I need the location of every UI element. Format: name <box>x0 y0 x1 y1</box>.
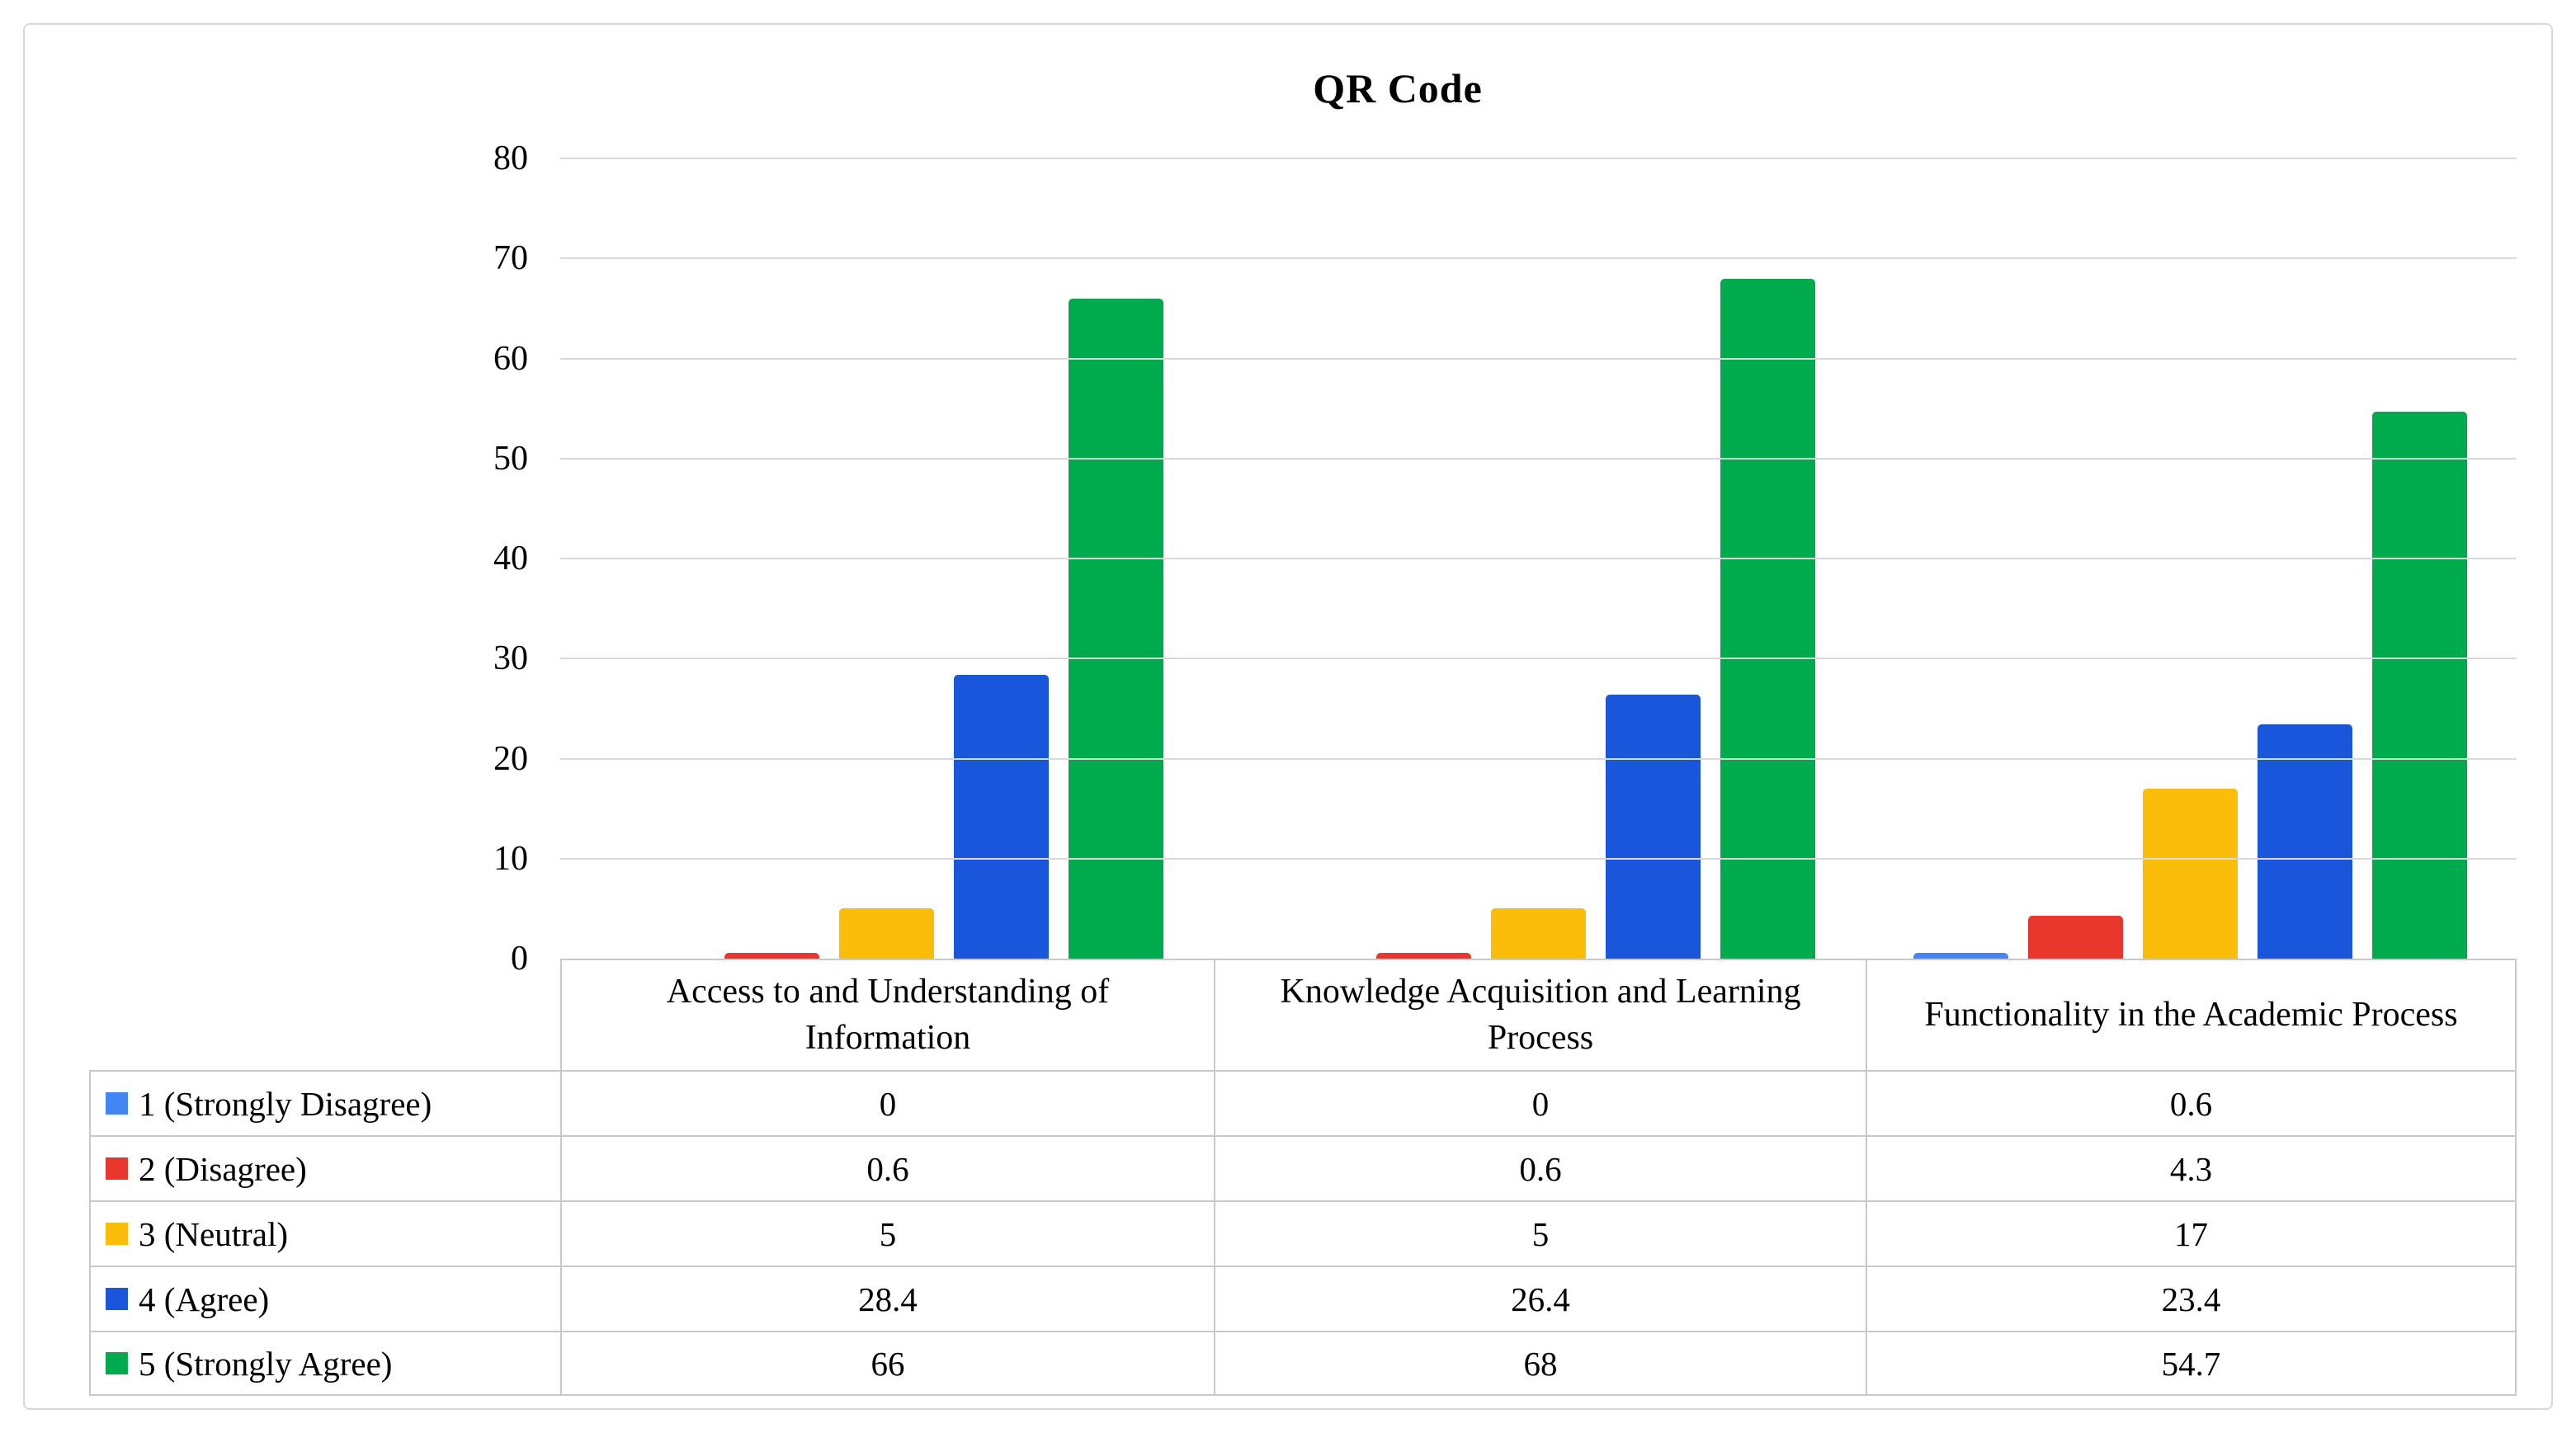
bar-s5-c2 <box>1720 278 1815 959</box>
value-cell-s4-c2: 26.4 <box>1214 1266 1866 1331</box>
bar-s5-c1 <box>1068 298 1163 959</box>
y-tick-label-50: 50 <box>493 439 528 478</box>
legend-cell-s4: 4 (Agree) <box>89 1266 560 1331</box>
table-corner-cell <box>89 959 560 1070</box>
legend-swatch-s5 <box>106 1352 128 1374</box>
plot-area <box>560 158 2517 959</box>
bar-group-c1 <box>560 158 1212 959</box>
legend-swatch-s1 <box>106 1092 128 1115</box>
gridline-60 <box>560 357 2517 360</box>
legend-swatch-s3 <box>106 1223 128 1245</box>
value-cell-s1-c1: 0 <box>560 1070 1214 1135</box>
chart-frame: QR Code 0 10 20 30 40 50 60 70 80 Access to and … <box>23 23 2553 1410</box>
legend-label-s2: 2 (Disagree) <box>139 1149 307 1188</box>
legend-label-s5: 5 (Strongly Agree) <box>139 1344 393 1383</box>
value-cell-s1-c2: 0 <box>1214 1070 1866 1135</box>
y-tick-label-60: 60 <box>493 339 528 378</box>
legend-cell-s5: 5 (Strongly Agree) <box>89 1331 560 1396</box>
gridline-30 <box>560 658 2517 660</box>
bar-group-c2 <box>1212 158 1864 959</box>
y-tick-label-70: 70 <box>493 239 528 278</box>
legend-swatch-s2 <box>106 1157 128 1180</box>
value-cell-s4-c1: 28.4 <box>560 1266 1214 1331</box>
category-header-cell-c1: Access to and Understanding of Informati… <box>560 959 1214 1070</box>
bar-s3-c1 <box>838 908 934 959</box>
category-header-cell-c2: Knowledge Acquisition and Learning Proce… <box>1214 959 1866 1070</box>
value-cell-s3-c2: 5 <box>1214 1200 1866 1266</box>
bar-s1-c3 <box>1913 952 2009 959</box>
y-tick-label-80: 80 <box>493 139 528 177</box>
y-tick-label-30: 30 <box>493 639 528 678</box>
bar-s2-c2 <box>1375 952 1471 959</box>
bar-groups <box>560 158 2517 959</box>
legend-swatch-s4 <box>106 1288 128 1310</box>
bar-s4-c1 <box>953 674 1049 959</box>
y-tick-label-20: 20 <box>493 739 528 778</box>
gridline-50 <box>560 457 2517 460</box>
legend-label-s3: 3 (Neutral) <box>139 1214 288 1253</box>
value-cell-s2-c3: 4.3 <box>1866 1135 2517 1200</box>
gridline-80 <box>560 158 2517 159</box>
value-cell-s1-c3: 0.6 <box>1866 1070 2517 1135</box>
gridline-20 <box>560 757 2517 760</box>
legend-cell-s3: 3 (Neutral) <box>89 1200 560 1266</box>
bar-group-c3 <box>1865 158 2517 959</box>
legend-cell-s2: 2 (Disagree) <box>89 1135 560 1200</box>
bar-s5-c3 <box>2372 411 2468 959</box>
data-table: Access to and Understanding of Informati… <box>89 959 2517 1396</box>
legend-label-s4: 4 (Agree) <box>139 1280 270 1318</box>
value-cell-s2-c2: 0.6 <box>1214 1135 1866 1200</box>
chart-title: QR Code <box>1313 65 1483 111</box>
bar-s4-c2 <box>1605 694 1701 959</box>
gridline-10 <box>560 857 2517 860</box>
legend-label-s1: 1 (Strongly Disagree) <box>139 1084 432 1123</box>
bar-s3-c2 <box>1490 908 1586 959</box>
value-cell-s4-c3: 23.4 <box>1866 1266 2517 1331</box>
legend-cell-s1: 1 (Strongly Disagree) <box>89 1070 560 1135</box>
y-tick-label-40: 40 <box>493 540 528 577</box>
value-cell-s3-c3: 17 <box>1866 1200 2517 1266</box>
bar-s4-c3 <box>2258 724 2353 959</box>
bar-s2-c1 <box>724 952 819 959</box>
value-cell-s5-c1: 66 <box>560 1331 1214 1396</box>
gridline-70 <box>560 257 2517 260</box>
bar-s3-c3 <box>2143 788 2239 959</box>
gridline-40 <box>560 558 2517 559</box>
y-axis: 0 10 20 30 40 50 60 70 80 <box>355 141 528 976</box>
category-header-cell-c3: Functionality in the Academic Process <box>1866 959 2517 1070</box>
value-cell-s2-c1: 0.6 <box>560 1135 1214 1200</box>
value-cell-s5-c2: 68 <box>1214 1331 1866 1396</box>
y-tick-label-0: 0 <box>511 940 528 978</box>
value-cell-s5-c3: 54.7 <box>1866 1331 2517 1396</box>
value-cell-s3-c1: 5 <box>560 1200 1214 1266</box>
bar-s2-c3 <box>2028 915 2124 959</box>
y-tick-label-10: 10 <box>493 839 528 878</box>
